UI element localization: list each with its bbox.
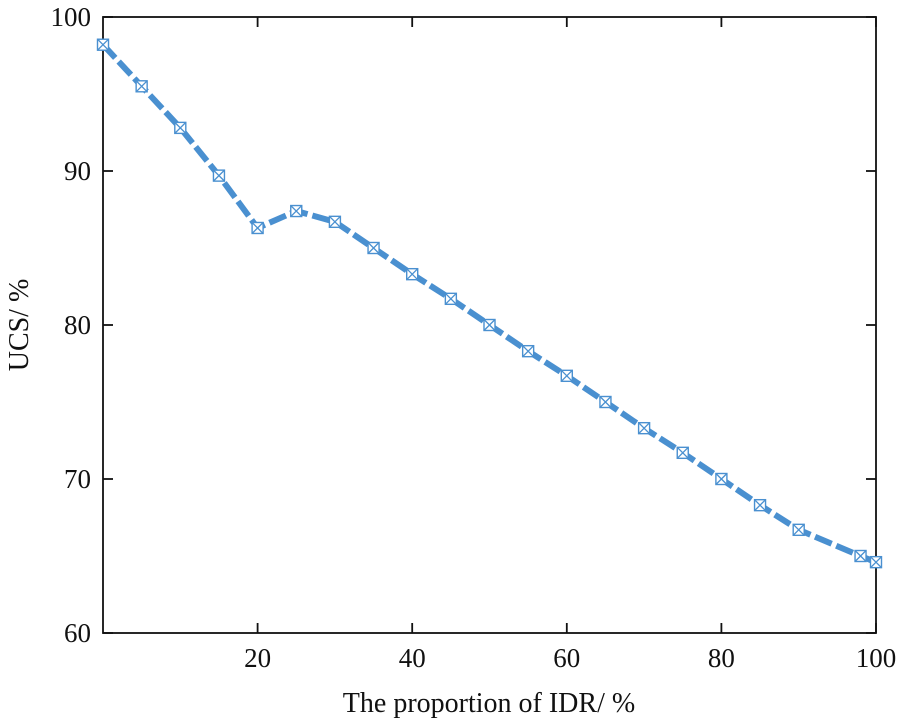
- data-point-marker: [135, 80, 148, 93]
- x-tick-label: 20: [244, 643, 271, 673]
- data-point-marker: [753, 498, 767, 512]
- y-tick-label: 70: [64, 464, 91, 494]
- y-axis: 60 70 80 90 100: [51, 2, 876, 648]
- x-tick-label: 100: [856, 643, 897, 673]
- data-point-marker: [367, 241, 380, 255]
- data-point-marker: [212, 169, 226, 182]
- y-tick-label: 80: [64, 310, 91, 340]
- data-points: [96, 38, 883, 569]
- data-point-marker: [869, 555, 883, 569]
- x-tick-label: 40: [399, 643, 426, 673]
- x-tick-label: 60: [553, 643, 580, 673]
- data-point-marker: [676, 446, 689, 460]
- y-tick-label: 100: [51, 2, 92, 32]
- data-point-marker: [715, 472, 728, 486]
- data-point-marker: [290, 204, 303, 218]
- x-axis-title: The proportion of IDR/ %: [343, 688, 635, 719]
- data-point-marker: [483, 318, 496, 332]
- data-point-marker: [96, 38, 110, 51]
- data-point-marker: [328, 215, 342, 229]
- x-tick-label: 80: [708, 643, 735, 673]
- data-point-marker: [444, 292, 458, 306]
- data-point-marker: [251, 221, 264, 235]
- data-point-marker: [521, 344, 535, 358]
- data-point-marker: [637, 421, 651, 435]
- data-point-marker: [792, 523, 805, 537]
- y-axis-title: UCS/ %: [4, 279, 35, 372]
- data-point-marker: [406, 267, 419, 281]
- x-axis: 20 40 60 80 100: [244, 17, 896, 673]
- y-tick-label: 90: [64, 156, 91, 186]
- data-point-marker: [560, 369, 573, 383]
- data-point-marker: [174, 121, 187, 135]
- data-point-marker: [599, 395, 612, 409]
- plot-frame: [102, 16, 877, 634]
- data-point-marker: [854, 549, 867, 563]
- y-tick-label: 60: [64, 618, 91, 648]
- series-line: [100, 42, 878, 565]
